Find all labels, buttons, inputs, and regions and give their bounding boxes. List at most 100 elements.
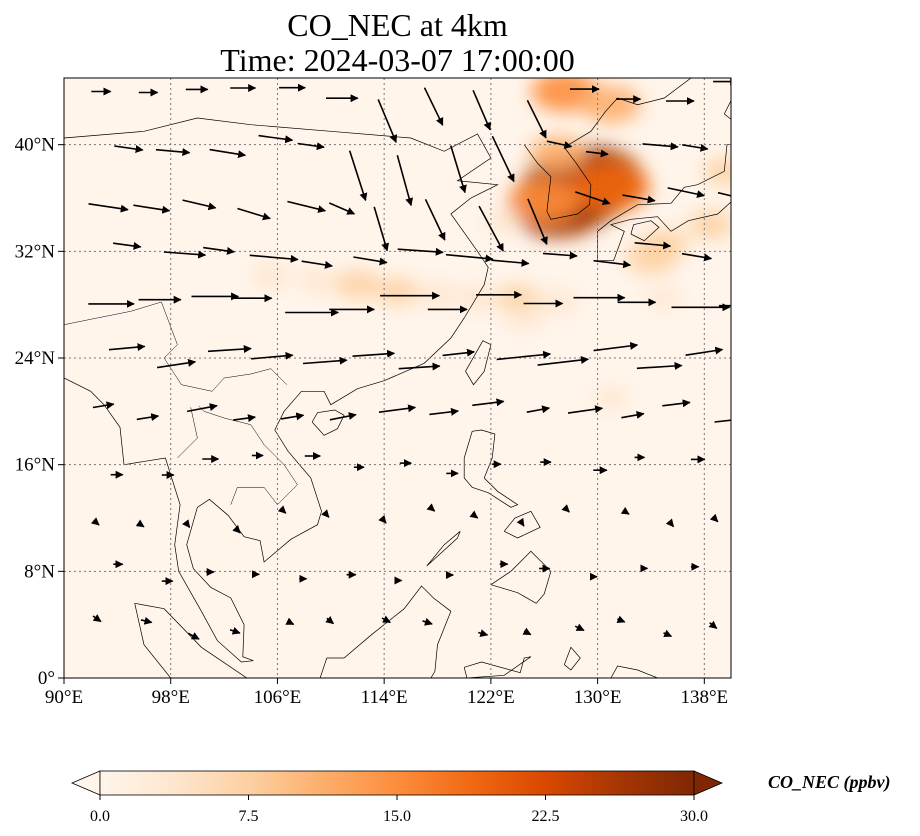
wind-arrow: [593, 259, 632, 269]
wind-arrow: [258, 134, 294, 144]
coastline: [463, 429, 519, 508]
map-title-time: Time: 2024-03-07 17:00:00: [220, 42, 575, 78]
lat-tick-label: 8°N: [24, 561, 55, 582]
lon-tick-label: 122°E: [467, 687, 515, 708]
wind-arrow: [478, 205, 504, 252]
wind-arrow: [381, 615, 392, 624]
wind-arrow: [287, 200, 327, 213]
wind-arrow: [321, 509, 330, 518]
country-border: [64, 301, 162, 325]
wind-arrow: [301, 260, 333, 269]
wind-arrow: [667, 187, 705, 199]
wind-arrow: [429, 407, 459, 416]
wind-arrow: [472, 89, 491, 131]
colorbar-tick-label: 7.5: [239, 808, 259, 825]
wind-arrow: [348, 150, 368, 202]
colorbar-ticks: 0.0 7.5 15.0 22.5 30.0: [90, 795, 708, 825]
concentration-blob: [417, 281, 458, 307]
concentration-blob: [376, 277, 419, 305]
gridlines: [64, 78, 731, 678]
lat-tick-label: 16°N: [15, 455, 56, 476]
concentration-blob: [580, 85, 642, 124]
wind-arrow: [685, 346, 724, 356]
coastline: [597, 144, 731, 262]
wind-arrow: [135, 519, 145, 528]
wind-arrow: [229, 626, 241, 635]
wind-arrow: [585, 149, 609, 158]
wind-arrow: [496, 350, 552, 361]
wind-arrow: [329, 412, 357, 421]
wind-arrow: [665, 518, 675, 528]
colorbar-tick-label: 30.0: [680, 808, 708, 825]
wind-arrow: [297, 142, 325, 151]
wind-arrow: [423, 87, 444, 126]
wind-arrow: [353, 256, 388, 266]
lat-tick-label: 0°: [38, 668, 55, 689]
wind-arrow: [112, 241, 142, 250]
wind-arrow: [491, 135, 515, 183]
wind-arrow: [714, 419, 731, 423]
wind-arrow: [424, 198, 446, 241]
wind-arrow: [450, 145, 467, 194]
coastline: [610, 665, 658, 678]
colorbar-tick-label: 0.0: [90, 808, 110, 825]
concentration-blob: [593, 387, 629, 409]
map-plot-area: [64, 78, 731, 678]
wind-arrow: [574, 623, 585, 632]
wind-arrow: [155, 148, 191, 157]
wind-arrow: [182, 519, 191, 529]
lon-tick-label: 98°E: [152, 687, 190, 708]
wind-arrow: [277, 505, 287, 514]
wind-arrow: [396, 154, 414, 207]
wind-arrow: [328, 202, 356, 215]
coastline: [503, 510, 541, 539]
wind-arrow: [302, 356, 348, 365]
coastline: [311, 409, 345, 436]
wind-arrow: [108, 343, 146, 352]
wind-arrow: [92, 614, 102, 623]
wind-arrow: [491, 258, 530, 267]
wind-arrow: [203, 246, 235, 255]
wind-vectors: [88, 78, 731, 640]
concentration-blob: [457, 285, 498, 311]
wind-arrow: [593, 341, 639, 352]
wind-arrow: [546, 140, 573, 149]
wind-arrow: [156, 358, 197, 369]
wind-arrow: [634, 241, 672, 250]
wind-arrow: [717, 191, 731, 197]
concentration-blob: [298, 269, 337, 293]
wind-arrow: [233, 414, 256, 423]
concentration-blob: [508, 178, 581, 224]
coastline: [134, 602, 248, 678]
wind-arrow: [237, 207, 271, 221]
wind-arrow: [187, 632, 200, 640]
coastlines: [64, 78, 731, 678]
map-frame: [63, 77, 732, 679]
coastline: [523, 78, 692, 220]
lon-tick-label: 90°E: [45, 687, 83, 708]
wind-arrow: [90, 517, 100, 526]
wind-arrow: [445, 253, 494, 263]
wind-arrow: [663, 629, 673, 638]
wind-arrow: [682, 143, 709, 152]
wind-arrow: [621, 411, 645, 419]
concentration-blob: [485, 209, 523, 233]
concentration-blob: [531, 78, 598, 112]
concentration-blob: [702, 157, 731, 185]
country-border: [177, 407, 198, 459]
wind-arrow: [377, 99, 398, 144]
wind-arrow: [232, 524, 241, 534]
wind-arrow: [537, 356, 589, 366]
concentration-blob: [647, 287, 682, 309]
wind-arrow: [352, 349, 396, 358]
wind-arrow: [249, 254, 299, 263]
lat-tick-label: 32°N: [15, 241, 56, 262]
lon-tick-label: 106°E: [254, 687, 302, 708]
wind-arrow: [373, 206, 389, 252]
concentration-blob: [688, 210, 731, 239]
wind-arrow: [92, 401, 115, 410]
wind-arrow: [561, 504, 570, 513]
wind-arrow: [114, 145, 144, 153]
country-border: [161, 301, 287, 392]
